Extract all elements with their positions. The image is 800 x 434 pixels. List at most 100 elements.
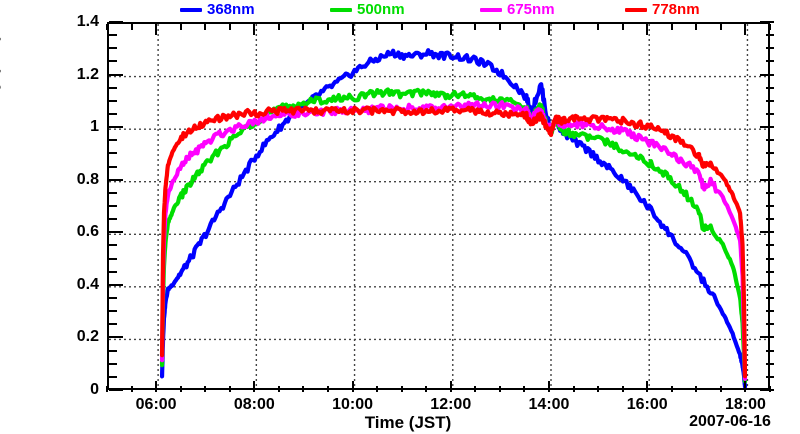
y-tick-right [760,178,774,181]
series-line-675nm [159,100,748,381]
x-tick-top [523,24,526,30]
y-tick [109,86,117,89]
x-tick-top [376,24,379,30]
x-tick-top [498,24,501,30]
y-tick-right [766,113,774,115]
y-tick [109,283,123,286]
x-tick [646,381,649,392]
x-tick-label: 12:00 [430,396,472,413]
x-tick-label: 14:00 [528,396,570,413]
y-tick-right [766,218,774,221]
x-tick-top [155,24,158,35]
y-tick-right [766,99,774,102]
x-tick-top [228,24,231,30]
x-tick-label: 18:00 [724,396,766,413]
x-tick-top [621,24,624,30]
y-tick-right [766,375,774,378]
x-tick [277,386,280,392]
y-tick-right [766,34,774,37]
y-tick [109,139,117,142]
series-line-500nm [159,87,748,384]
x-tick [449,381,452,392]
x-tick-label: 10:00 [332,396,373,413]
x-tick-top [130,24,133,30]
x-tick-top [425,24,428,30]
y-tick [109,297,117,299]
x-tick-top [646,24,649,35]
plot-frame [107,22,770,390]
y-tick [109,349,117,352]
y-tick-right [760,126,774,129]
x-tick [572,386,575,392]
legend-entry-368nm: 368nm [180,0,255,20]
y-tick-label: 0.6 [76,223,99,241]
x-tick-top [179,24,182,30]
x-tick-top [277,24,280,30]
x-tick-top [106,24,108,30]
y-tick-right [760,73,774,76]
y-tick [109,178,123,181]
y-tick-right [766,86,774,89]
chart-legend: 368nm 500nm 675nm 778nm [0,0,800,20]
y-tick [109,336,123,339]
y-tick-right [766,152,774,155]
y-tick-right [766,310,774,313]
y-tick [109,270,117,273]
y-tick-label: 1 [90,118,99,136]
x-axis-title: Time (JST) [364,413,452,432]
legend-swatch-500nm [330,8,352,12]
x-tick [548,381,550,392]
x-tick-top [719,24,722,30]
y-tick [109,231,123,234]
y-tick [109,323,117,326]
y-tick-right [760,231,774,234]
y-tick-right [760,389,774,391]
x-tick-top [548,24,550,35]
x-tick-top [302,24,305,30]
x-tick-top [449,24,452,35]
x-tick-top [253,24,256,35]
x-tick [670,386,673,392]
x-tick [523,386,526,392]
y-tick-right [766,362,774,365]
y-tick-label: 1.4 [76,13,99,30]
y-tick-right [766,47,774,50]
y-tick-right [766,349,774,352]
y-tick [109,191,117,194]
y-tick-right [766,257,774,260]
x-tick [351,381,354,392]
x-tick [695,386,698,392]
date-stamp: 2007-06-16 [689,413,771,430]
x-tick [769,386,771,392]
x-tick-top [400,24,403,30]
x-tick [179,386,182,392]
x-tick [425,386,428,392]
y-tick [109,113,117,115]
legend-swatch-778nm [625,8,647,12]
y-tick-right [766,139,774,142]
x-tick-top [351,24,354,35]
y-tick-label: 1.2 [76,65,99,83]
x-tick-top [572,24,575,30]
x-tick-top [204,24,207,30]
legend-label: 368nm [207,1,255,18]
y-tick [109,152,117,155]
x-tick [204,386,207,392]
plot-svg [109,24,768,388]
y-tick-right [766,270,774,273]
y-tick-right [766,205,774,207]
y-tick [109,47,117,50]
x-tick-label: 08:00 [233,396,275,413]
y-tick [109,126,123,129]
x-tick [744,381,747,392]
y-tick-right [766,60,774,63]
y-tick [109,21,123,23]
y-tick [109,34,117,37]
y-tick-right [766,165,774,168]
y-tick-right [760,21,774,23]
x-tick [253,381,256,392]
y-tick [109,60,117,63]
legend-entry-778nm: 778nm [625,0,700,20]
x-tick-top [670,24,673,30]
legend-label: 500nm [357,1,405,18]
